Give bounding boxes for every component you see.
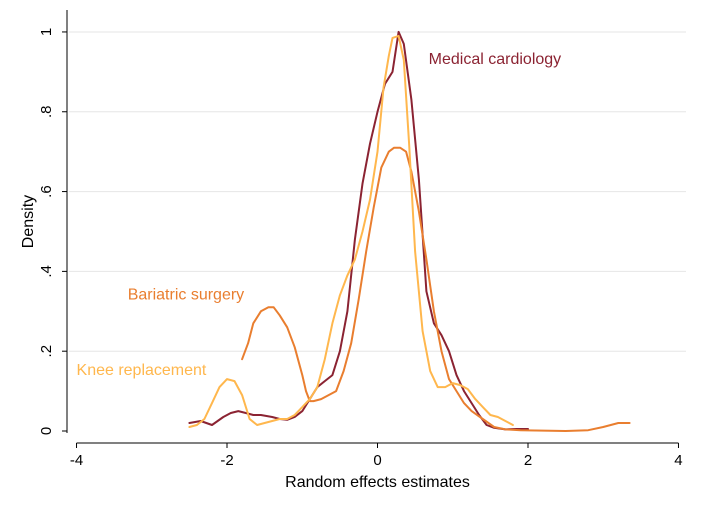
series-line-bariatric-surgery xyxy=(241,146,631,432)
series-lines xyxy=(188,30,631,432)
y-tick-label: 1 xyxy=(38,28,55,36)
annotation-knee-replacement: Knee replacement xyxy=(77,362,207,379)
annotations: Medical cardiology Bariatric surgery Knee … xyxy=(77,51,562,379)
x-tick-label: 0 xyxy=(373,452,381,469)
y-tick-label: .2 xyxy=(38,345,55,358)
y-axis-title: Density xyxy=(20,195,37,248)
series-line-medical-cardiology xyxy=(188,30,529,431)
x-axis-title: Random effects estimates xyxy=(285,474,470,491)
annotation-medical-cardiology: Medical cardiology xyxy=(429,51,562,68)
annotation-bariatric-surgery: Bariatric surgery xyxy=(128,286,244,303)
x-tick-label: -4 xyxy=(70,452,83,469)
y-tick-label: .4 xyxy=(38,265,55,278)
x-tick-label: -2 xyxy=(220,452,233,469)
y-tick-label: .8 xyxy=(38,106,55,119)
x-tick-label: 2 xyxy=(524,452,532,469)
series-line-knee-replacement xyxy=(188,34,514,428)
x-tick-label: 4 xyxy=(674,452,682,469)
y-tick-label: .6 xyxy=(38,185,55,198)
axes: 0 .2 .4 .6 .8 1 -4 -2 0 2 4 xyxy=(38,10,683,469)
y-tick-label: 0 xyxy=(38,427,55,435)
